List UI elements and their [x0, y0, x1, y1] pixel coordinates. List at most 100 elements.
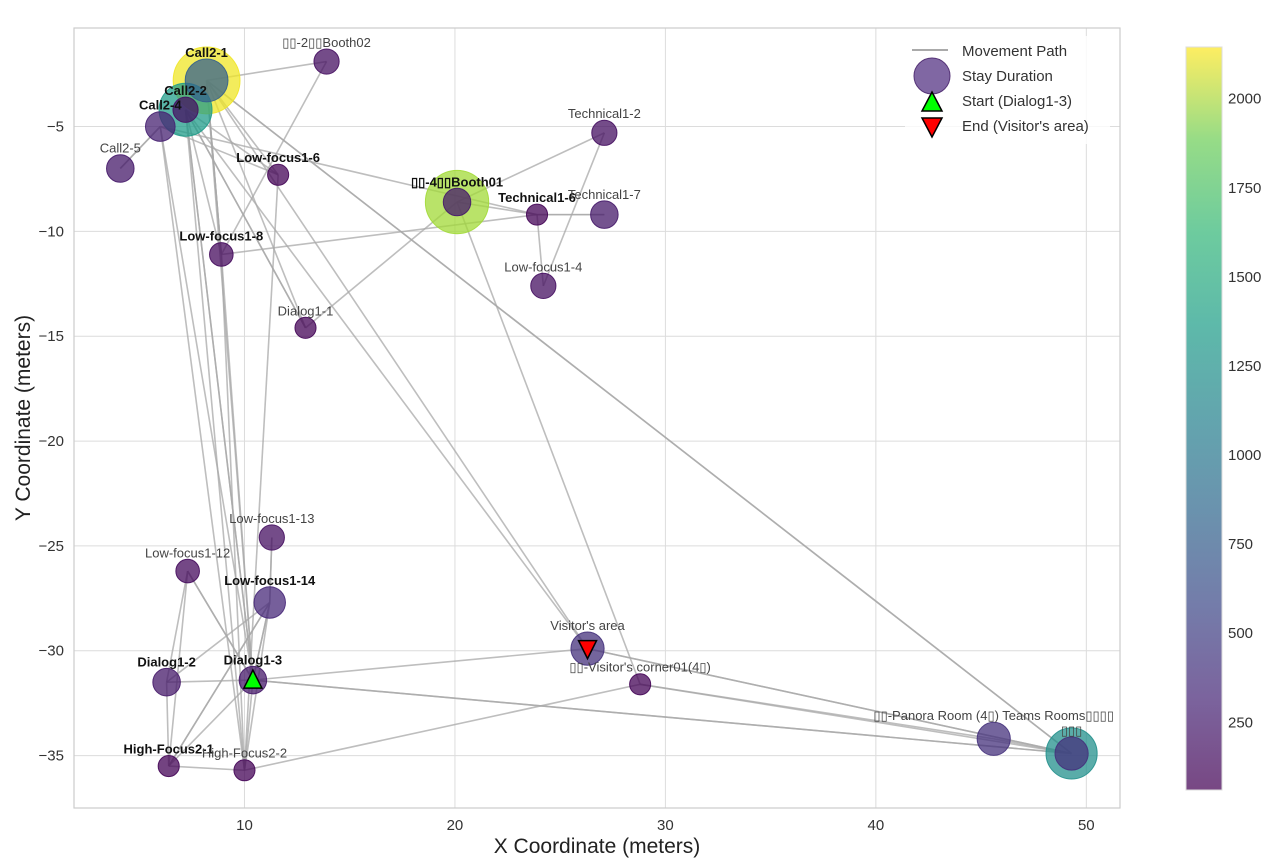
- location-label-call2-1: Call2-1: [185, 45, 228, 60]
- legend-label-movement-path: Movement Path: [962, 43, 1067, 60]
- x-tick-label: 40: [868, 817, 885, 834]
- path-segment: [244, 683, 641, 772]
- y-tick-label: −10: [39, 223, 64, 240]
- grid: [74, 28, 1120, 808]
- path-segment: [456, 201, 641, 685]
- path-segment: [206, 79, 1073, 755]
- stay-marker-lowfocus1-8: [209, 242, 234, 267]
- location-label-dialog1-1: Dialog1-1: [278, 303, 334, 318]
- stay-marker-lowfocus1-4: [530, 272, 557, 299]
- stay-marker-dialog1-1: [294, 316, 317, 339]
- path-segment: [166, 679, 253, 683]
- y-axis-ticks: −5 −10 −15 −20 −25 −30 −35: [39, 119, 64, 765]
- path-segment: [184, 109, 589, 650]
- stay-marker-lowfocus1-13: [258, 524, 285, 551]
- path-segment: [184, 109, 254, 681]
- path-segment: [220, 61, 328, 255]
- legend-end-triangle-icon: [920, 117, 944, 139]
- location-label-booth01: ▯▯-4▯▯Booth01: [411, 174, 503, 189]
- y-tick-label: −5: [47, 119, 64, 136]
- legend-label-stay-duration: Stay Duration: [962, 68, 1053, 85]
- colorbar: 250 500 750 1000 1250 1500 1750 2000: [1185, 46, 1261, 791]
- path-segment: [252, 679, 1072, 755]
- stay-marker-technical1-6: [525, 203, 549, 226]
- stay-marker-lowfocus1-12: [175, 558, 200, 584]
- colorbar-ticks: 250 500 750 1000 1250 1500 1750 2000: [1228, 91, 1261, 732]
- location-label-lowfocus1-14: Low-focus1-14: [224, 573, 316, 588]
- legend-label-start: Start (Dialog1-3): [962, 93, 1072, 110]
- start-end-markers: [242, 639, 598, 689]
- stay-marker-call2-4: [144, 111, 176, 142]
- x-axis-label: X Coordinate (meters): [494, 835, 701, 858]
- location-label-lowfocus1-13: Low-focus1-13: [229, 511, 314, 526]
- x-tick-label: 10: [236, 817, 253, 834]
- location-label-call2-2: Call2-2: [164, 83, 207, 98]
- path-segment: [168, 679, 254, 767]
- start-marker-icon: [242, 668, 264, 689]
- stay-marker-dialog1-2: [152, 667, 181, 697]
- path-segment: [165, 570, 189, 683]
- colorbar-tick-label: 1500: [1228, 269, 1261, 286]
- stay-marker-highfocus2-1: [157, 755, 180, 778]
- location-label-technical1-6: Technical1-6: [498, 190, 576, 205]
- colorbar-tick-label: 750: [1228, 536, 1253, 553]
- path-segment: [159, 126, 246, 771]
- location-label-highfocus2-2: High-Focus2-2: [202, 746, 287, 761]
- colorbar-tick-label: 1750: [1228, 180, 1261, 197]
- path-segment: [220, 254, 254, 681]
- stay-marker-teams-room: [1054, 736, 1089, 771]
- end-marker-icon: [577, 639, 598, 661]
- legend-start-triangle-icon: [920, 90, 944, 112]
- stay-marker-booth01: [442, 187, 472, 217]
- location-label-panora-room: ▯▯-Panora Room (4▯) Teams Rooms▯▯▯▯: [873, 708, 1114, 723]
- y-tick-label: −25: [39, 538, 64, 555]
- legend-stay-duration-swatch: [913, 57, 951, 95]
- location-label-lowfocus1-8: Low-focus1-8: [179, 229, 263, 244]
- colorbar-tick-label: 1250: [1228, 358, 1261, 375]
- stay-marker-highfocus2-2: [233, 759, 256, 782]
- path-segment: [159, 126, 254, 681]
- path-segment: [186, 570, 254, 681]
- stay-marker-call2-2: [172, 96, 199, 123]
- path-segment: [167, 570, 189, 767]
- legend-label-end: End (Visitor's area): [962, 118, 1089, 135]
- colorbar-tick-label: 2000: [1228, 91, 1261, 108]
- y-axis-label: Y Coordinate (meters): [12, 315, 35, 521]
- location-label-lowfocus1-12: Low-focus1-12: [145, 545, 230, 560]
- plot-frame: [73, 27, 1121, 809]
- x-axis-ticks: 10 20 30 40 50: [236, 817, 1095, 834]
- path-segment: [168, 765, 245, 772]
- path-segment: [304, 201, 458, 329]
- location-label-technical1-7: Technical1-7: [568, 187, 641, 202]
- y-tick-label: −20: [39, 433, 64, 450]
- location-label-dialog1-2: Dialog1-2: [137, 654, 196, 669]
- location-label-technical1-2: Technical1-2: [568, 106, 641, 121]
- x-tick-label: 50: [1078, 817, 1095, 834]
- location-label-highfocus2-1: High-Focus2-1: [124, 742, 214, 757]
- path-segment: [184, 109, 246, 771]
- path-segment: [221, 213, 538, 256]
- location-label-visitors-corner: ▯▯-Visitor's corner01(4▯): [569, 660, 710, 675]
- stay-marker-visitors-corner: [629, 673, 652, 696]
- y-tick-label: −30: [39, 643, 64, 660]
- stay-markers: [106, 46, 1098, 782]
- path-segment: [542, 132, 606, 287]
- location-label-lowfocus1-4: Low-focus1-4: [504, 259, 582, 274]
- location-label-booth02: ▯▯-2▯▯Booth02: [282, 35, 371, 50]
- x-tick-label: 20: [447, 817, 464, 834]
- colorbar-tick-label: 250: [1228, 714, 1253, 731]
- stay-marker-call2-1: [184, 58, 229, 103]
- path-segment: [205, 79, 589, 650]
- location-label-call2-5: Call2-5: [100, 141, 141, 156]
- location-label-lowfocus1-6: Low-focus1-6: [236, 150, 320, 165]
- x-tick-label: 30: [657, 817, 674, 834]
- path-segment: [252, 647, 588, 681]
- location-label-teams-room: ▯▯▯: [1061, 723, 1082, 738]
- location-label-dialog1-3: Dialog1-3: [224, 652, 283, 667]
- stay-marker-panora-room: [976, 721, 1011, 756]
- stay-marker-booth02: [313, 48, 340, 75]
- location-label-call2-4: Call2-4: [139, 98, 182, 113]
- stay-marker-lowfocus1-6: [267, 163, 290, 186]
